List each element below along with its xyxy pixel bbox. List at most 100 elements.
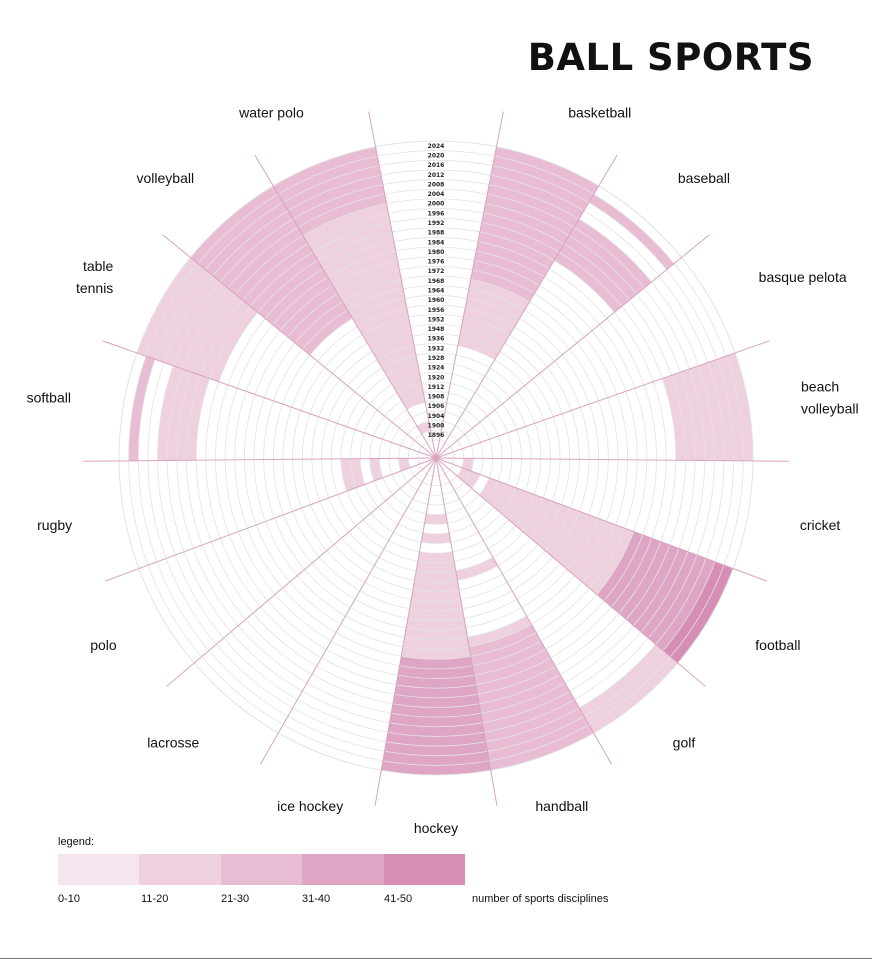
cell-table-tennis-1992 — [209, 306, 258, 382]
ring-19 — [234, 256, 638, 660]
year-label-1992: 1992 — [428, 220, 445, 227]
cell-football-2020 — [663, 561, 725, 657]
cell-football-1948 — [530, 501, 562, 545]
cell-water-polo-1928 — [382, 355, 418, 377]
cell-volleyball-2012 — [212, 210, 294, 282]
cell-volleyball-1980 — [272, 276, 333, 331]
spoke-2 — [435, 234, 710, 459]
sport-label-basque-pelota: basque pelota — [759, 269, 847, 285]
cell-handball-1976 — [469, 624, 537, 657]
cell-football-2008 — [641, 551, 697, 639]
cell-football-2012 — [648, 555, 706, 645]
ring-28 — [147, 169, 725, 747]
cell-handball-1988 — [474, 649, 551, 685]
bottom-rule — [0, 958, 872, 959]
cell-football-1976 — [582, 524, 625, 589]
cell-baseball-2020 — [588, 194, 675, 270]
cell-volleyball-2024 — [190, 185, 279, 264]
cell-table-tennis-2024 — [136, 257, 198, 357]
cell-volleyball-1988 — [257, 260, 323, 319]
cell-hockey-1976 — [401, 646, 471, 660]
spoke-15 — [162, 234, 437, 459]
ring-18 — [243, 265, 629, 651]
legend-swatch-3 — [302, 854, 384, 885]
cell-table-tennis-2004 — [182, 287, 236, 373]
cell-basketball-1960 — [465, 298, 520, 327]
cell-water-polo-2008 — [293, 184, 385, 228]
cell-basketball-1980 — [474, 250, 545, 286]
sport-label-hockey: hockey — [414, 820, 458, 836]
year-label-1972: 1972 — [428, 268, 445, 275]
cell-hockey-1996 — [392, 694, 480, 708]
ring-30 — [128, 150, 744, 766]
cell-volleyball-2020 — [197, 194, 284, 270]
ring-15 — [272, 294, 600, 622]
spoke-0 — [435, 111, 504, 459]
cell-hockey-2004 — [389, 713, 483, 727]
cell-handball-1980 — [470, 632, 541, 666]
cell-table-tennis-2016 — [155, 269, 213, 363]
cell-basketball-2016 — [490, 165, 589, 211]
year-label-1964: 1964 — [428, 288, 445, 295]
year-label-2000: 2000 — [428, 201, 445, 208]
cell-volleyball-1968 — [295, 301, 348, 350]
year-label-1908: 1908 — [428, 394, 445, 401]
year-label-2004: 2004 — [428, 191, 445, 198]
cell-water-polo-1976 — [332, 260, 400, 294]
ring-22 — [205, 227, 667, 689]
cell-football-1904 — [464, 471, 480, 489]
cell-water-polo-1960 — [352, 298, 407, 327]
cell-basketball-1984 — [476, 241, 550, 277]
ring-14 — [282, 304, 590, 612]
cell-golf-2016 — [579, 644, 664, 717]
ring-13 — [292, 314, 580, 602]
cell-water-polo-1908 — [402, 392, 426, 410]
spoke-4 — [435, 457, 789, 462]
cell-football-1992 — [611, 538, 661, 614]
year-label-1956: 1956 — [428, 307, 445, 314]
spoke-17 — [368, 111, 437, 459]
spoke-7 — [435, 457, 612, 765]
cell-football-1968 — [567, 518, 607, 576]
ring-6 — [359, 381, 513, 535]
cell-handball-1972 — [467, 615, 532, 647]
cell-football-1980 — [589, 528, 634, 595]
cell-volleyball-1976 — [280, 285, 338, 337]
spoke-13 — [83, 457, 437, 462]
ring-4 — [379, 401, 493, 515]
legend-label-4: 41-50 — [384, 893, 413, 905]
cell-basketball-1956 — [463, 307, 515, 335]
year-label-1904: 1904 — [428, 413, 445, 420]
sport-label-polo: polo — [90, 637, 117, 653]
year-label-1948: 1948 — [428, 326, 445, 333]
cell-cricket-1900 — [461, 458, 474, 472]
cell-hockey-1936 — [414, 570, 458, 583]
cell-basketball-1976 — [472, 260, 540, 294]
cell-hockey-2008 — [387, 722, 485, 737]
cell-hockey-1932 — [416, 561, 456, 573]
cell-basketball-1972 — [470, 269, 535, 302]
cell-baseball-1996 — [559, 243, 630, 307]
ring-23 — [195, 217, 677, 699]
sport-label-cricket: cricket — [800, 517, 841, 533]
cell-volleyball-1964 — [302, 310, 353, 356]
year-label-1932: 1932 — [428, 345, 445, 352]
year-label-2024: 2024 — [428, 143, 445, 150]
year-label-1912: 1912 — [428, 384, 445, 391]
year-label-1988: 1988 — [428, 230, 445, 237]
cell-water-polo-1948 — [367, 326, 413, 352]
cell-basketball-1992 — [479, 222, 560, 261]
spoke-1 — [435, 154, 618, 459]
cell-handball-2000 — [479, 674, 565, 714]
cell-hockey-1928 — [417, 551, 455, 563]
year-label-1960: 1960 — [428, 297, 445, 304]
cell-table-tennis-2012 — [164, 275, 221, 366]
ring-16 — [263, 285, 609, 631]
cell-volleyball-2004 — [227, 227, 303, 295]
spoke-3 — [435, 340, 770, 459]
cell-basketball-1964 — [467, 288, 525, 319]
cell-handball-1996 — [477, 666, 561, 704]
cell-volleyball-1984 — [265, 268, 328, 325]
cell-volleyball-2008 — [220, 219, 299, 288]
sport-label-rugby: rugby — [37, 517, 72, 533]
